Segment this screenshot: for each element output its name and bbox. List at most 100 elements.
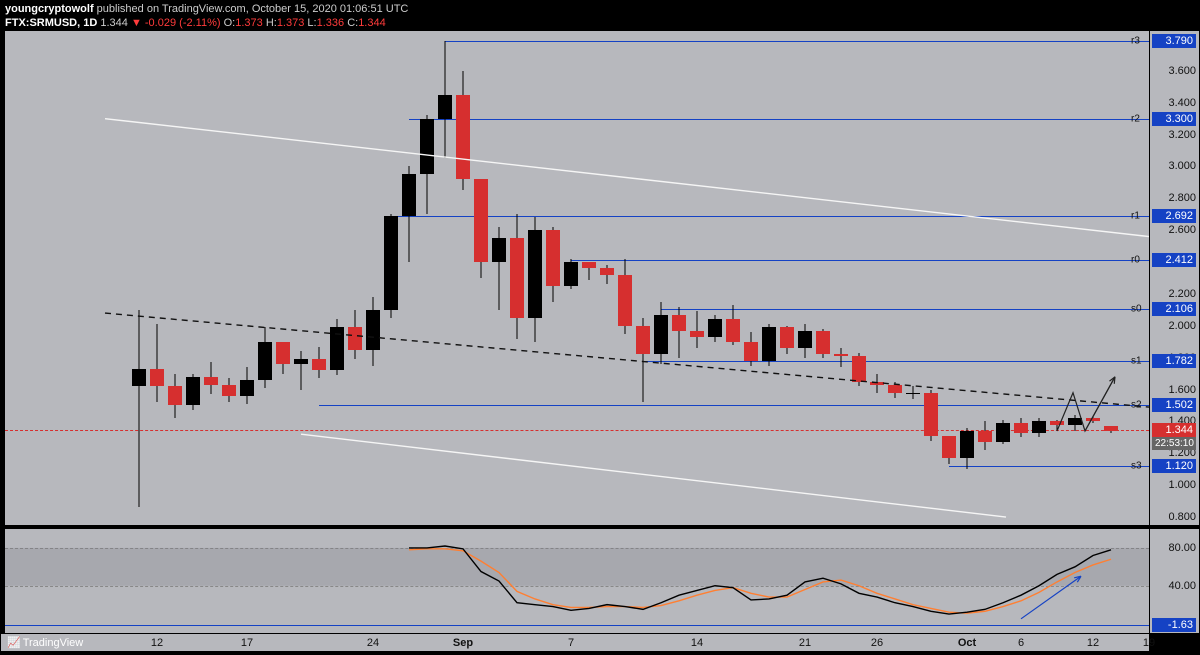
candle[interactable] — [635, 318, 651, 402]
candle[interactable] — [1067, 415, 1083, 431]
candle[interactable] — [347, 310, 363, 359]
candle[interactable] — [743, 332, 759, 365]
candle[interactable] — [1013, 418, 1029, 437]
pivot-label-r3: r3 — [1131, 35, 1140, 46]
candle[interactable] — [725, 305, 741, 345]
pivot-label-r2: r2 — [1131, 113, 1140, 124]
ytick: 3.600 — [1152, 65, 1196, 77]
ytick: 1.000 — [1152, 479, 1196, 491]
candle[interactable] — [1031, 418, 1047, 437]
pivot-r3[interactable] — [445, 41, 1149, 42]
ytick: 3.400 — [1152, 97, 1196, 109]
candle[interactable] — [455, 71, 471, 191]
publish-meta: youngcryptowolf published on TradingView… — [5, 3, 408, 15]
candle[interactable] — [959, 428, 975, 469]
time-xaxis[interactable]: 121724Sep7142126Oct61219 — [1, 633, 1149, 651]
pivot-r1[interactable] — [391, 216, 1149, 217]
candle[interactable] — [653, 302, 669, 364]
candle[interactable] — [401, 166, 417, 262]
pivot-s1[interactable] — [643, 361, 1149, 362]
pane-divider[interactable] — [1, 525, 1200, 529]
candle[interactable] — [671, 307, 687, 358]
candle[interactable] — [977, 421, 993, 450]
pivot-value-s1: 1.782 — [1152, 354, 1196, 368]
pivot-label-s3: s3 — [1131, 461, 1142, 472]
current-price-tag: 1.344 — [1152, 423, 1196, 437]
candle[interactable] — [509, 214, 525, 338]
ytick: 3.200 — [1152, 129, 1196, 141]
rsi-yaxis[interactable]: 80.0040.00-1.63 — [1149, 529, 1199, 633]
candle[interactable] — [797, 324, 813, 357]
candle[interactable] — [851, 353, 867, 386]
rsi-band-80 — [5, 548, 1149, 549]
pivot-r2[interactable] — [409, 119, 1149, 120]
pivot-label-s0: s0 — [1131, 303, 1142, 314]
candle[interactable] — [185, 374, 201, 411]
pivot-value-s2: 1.502 — [1152, 398, 1196, 412]
xtick: Oct — [958, 637, 976, 649]
candle[interactable] — [203, 362, 219, 394]
candle[interactable] — [293, 351, 309, 389]
candle[interactable] — [1085, 417, 1101, 423]
candle[interactable] — [239, 367, 255, 404]
ticker[interactable]: FTX:SRMUSD, 1D — [5, 17, 97, 29]
candle[interactable] — [941, 436, 957, 465]
candle[interactable] — [311, 347, 327, 379]
tradingview-logo[interactable]: TradingView — [7, 636, 83, 649]
pivot-s3[interactable] — [949, 466, 1149, 467]
ytick: 2.000 — [1152, 320, 1196, 332]
candle[interactable] — [167, 374, 183, 419]
rsi-tick: 80.00 — [1152, 542, 1196, 554]
candle[interactable] — [617, 259, 633, 334]
candle[interactable] — [131, 310, 147, 508]
pivot-value-r2: 3.300 — [1152, 112, 1196, 126]
candle[interactable] — [707, 315, 723, 342]
candle[interactable] — [779, 326, 795, 355]
candle[interactable] — [527, 217, 543, 341]
candle[interactable] — [257, 327, 273, 388]
candle[interactable] — [815, 329, 831, 358]
candle[interactable] — [761, 324, 777, 365]
symbol-info[interactable]: FTX:SRMUSD, 1D 1.344 ▼ -0.029 (-2.11%) O… — [5, 17, 386, 29]
xtick: 7 — [568, 637, 574, 649]
candle[interactable] — [905, 386, 921, 399]
candle[interactable] — [887, 382, 903, 398]
candle[interactable] — [581, 262, 597, 280]
pivot-s2[interactable] — [319, 405, 1149, 406]
pivot-r0[interactable] — [571, 260, 1149, 261]
candle[interactable] — [545, 227, 561, 302]
candle[interactable] — [149, 324, 165, 402]
candle[interactable] — [473, 179, 489, 278]
down-arrow-icon: ▼ — [131, 17, 142, 29]
publish-text: published on — [97, 3, 162, 15]
pivot-value-s3: 1.120 — [1152, 459, 1196, 473]
candle[interactable] — [995, 420, 1011, 444]
candle[interactable] — [329, 319, 345, 375]
candle[interactable] — [365, 297, 381, 366]
price-yaxis[interactable]: USD 3.6003.4003.2003.0002.8002.6002.4002… — [1149, 31, 1199, 525]
candle[interactable] — [491, 227, 507, 310]
candle[interactable] — [275, 342, 291, 374]
change-pct: (-2.11%) — [179, 17, 220, 29]
xtick: 26 — [871, 637, 883, 649]
ytick: 1.600 — [1152, 384, 1196, 396]
candle[interactable] — [437, 41, 453, 159]
candle[interactable] — [1103, 426, 1119, 432]
pivot-value-r1: 2.692 — [1152, 209, 1196, 223]
rsi-pane[interactable] — [5, 529, 1149, 633]
candle[interactable] — [599, 265, 615, 284]
candle[interactable] — [923, 390, 939, 441]
candle[interactable] — [419, 115, 435, 214]
xtick: 6 — [1018, 637, 1024, 649]
chart-frame: youngcryptowolf published on TradingView… — [0, 0, 1200, 654]
candle[interactable] — [833, 348, 849, 367]
candle[interactable] — [1049, 420, 1065, 431]
candle[interactable] — [221, 378, 237, 402]
candle[interactable] — [689, 311, 705, 348]
xtick: 17 — [241, 637, 253, 649]
candle[interactable] — [869, 374, 885, 393]
xtick: 21 — [799, 637, 811, 649]
candle[interactable] — [383, 214, 399, 318]
candle[interactable] — [563, 259, 579, 289]
xtick: 19 — [1143, 637, 1155, 649]
